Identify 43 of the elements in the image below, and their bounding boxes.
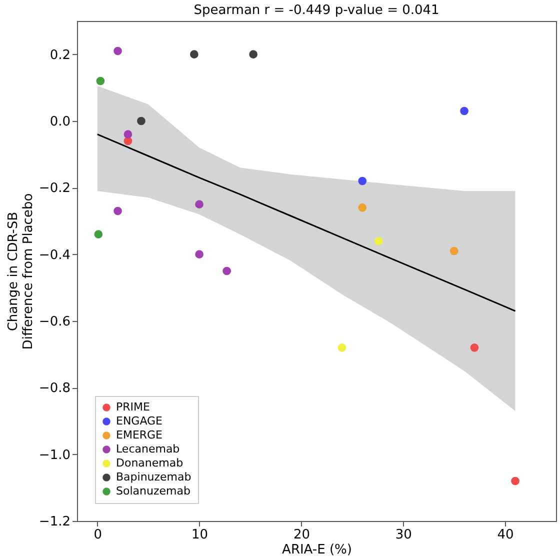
point xyxy=(470,343,479,352)
y-axis-title: Change in CDR-SB Difference from Placebo xyxy=(6,193,36,350)
x-tick-label: 40 xyxy=(497,528,514,542)
chart-title: Spearman r = -0.449 p-value = 0.041 xyxy=(194,3,440,18)
point xyxy=(124,130,132,139)
point xyxy=(511,476,520,486)
y-tick-label: −0.6 xyxy=(38,314,70,330)
y-tick-label: 0.0 xyxy=(50,114,70,130)
y-tick-label: −1.2 xyxy=(38,514,70,530)
x-axis-title: ARIA-E (%) xyxy=(282,542,352,558)
point xyxy=(460,106,468,116)
point xyxy=(96,76,105,86)
legend-label: Bapinuzemab xyxy=(116,470,192,484)
y-tick-label: −0.8 xyxy=(38,381,70,396)
legend-label: Solanuzemab xyxy=(116,484,190,498)
x-tick-label: 10 xyxy=(192,528,208,542)
y-tick-label: −1.0 xyxy=(38,448,70,463)
legend-label: EMERGE xyxy=(116,428,163,442)
point xyxy=(114,46,122,56)
y-tick-label: −0.2 xyxy=(38,181,70,196)
y-tick-label: 0.2 xyxy=(50,48,70,63)
point xyxy=(114,206,122,216)
x-tick-label: 20 xyxy=(293,528,310,542)
point xyxy=(137,116,146,126)
point xyxy=(358,176,367,186)
point xyxy=(222,266,231,276)
point xyxy=(94,230,103,239)
x-tick-label: 30 xyxy=(395,528,412,542)
point xyxy=(195,200,204,209)
point xyxy=(374,236,383,246)
point xyxy=(358,203,367,212)
line-series xyxy=(96,134,516,312)
legend-label: Lecanemab xyxy=(116,442,180,456)
legend-label: Donanemab xyxy=(116,456,184,470)
point xyxy=(450,246,458,256)
x-tick-label: 0 xyxy=(94,528,102,542)
point xyxy=(249,50,258,59)
legend-label: ENGAGE xyxy=(116,414,163,428)
y-tick-label: −0.4 xyxy=(38,248,70,263)
point xyxy=(338,343,346,352)
point xyxy=(195,250,204,259)
legend-label: PRIME xyxy=(116,400,150,414)
point xyxy=(190,50,198,59)
